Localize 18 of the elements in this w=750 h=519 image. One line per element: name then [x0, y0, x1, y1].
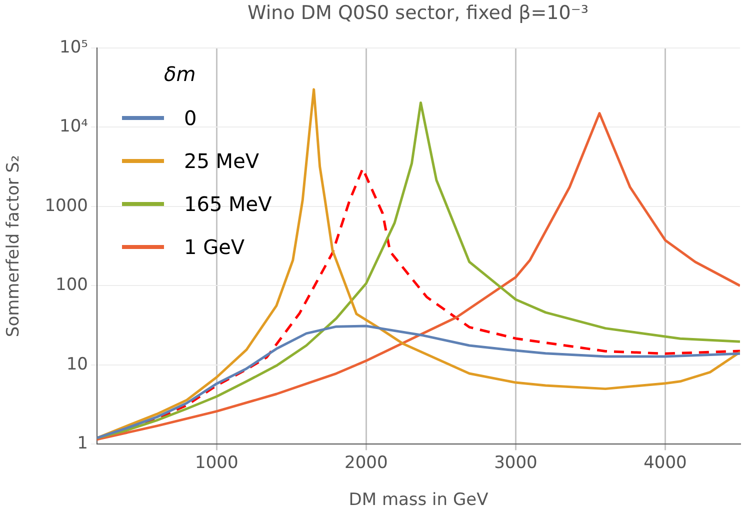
legend-label: 1 GeV [184, 234, 245, 258]
y-tick-label: 1 [77, 434, 88, 454]
y-tick-label: 100 [56, 275, 88, 296]
y-tick-label: 10 [66, 354, 88, 374]
legend-title: δm [164, 62, 197, 86]
y-tick-label: 10⁴ [60, 116, 88, 137]
x-axis-title: DM mass in GeV [348, 490, 489, 510]
x-tick-label: 1000 [194, 452, 238, 473]
x-tick-label: 3000 [494, 452, 538, 473]
y-tick-label: 10⁵ [60, 37, 88, 58]
y-axis-title: Sommerfeld factor S₂ [4, 155, 24, 338]
y-tick-label: 1000 [44, 196, 88, 216]
x-tick-label: 4000 [644, 452, 687, 473]
legend-label: 25 MeV [184, 148, 260, 172]
x-tick-label: 2000 [344, 452, 388, 473]
chart-title: Wino DM Q0S0 sector, fixed β=10⁻³ [246, 2, 590, 24]
legend-label: 165 MeV [184, 192, 272, 216]
legend-label: 0 [184, 106, 197, 130]
